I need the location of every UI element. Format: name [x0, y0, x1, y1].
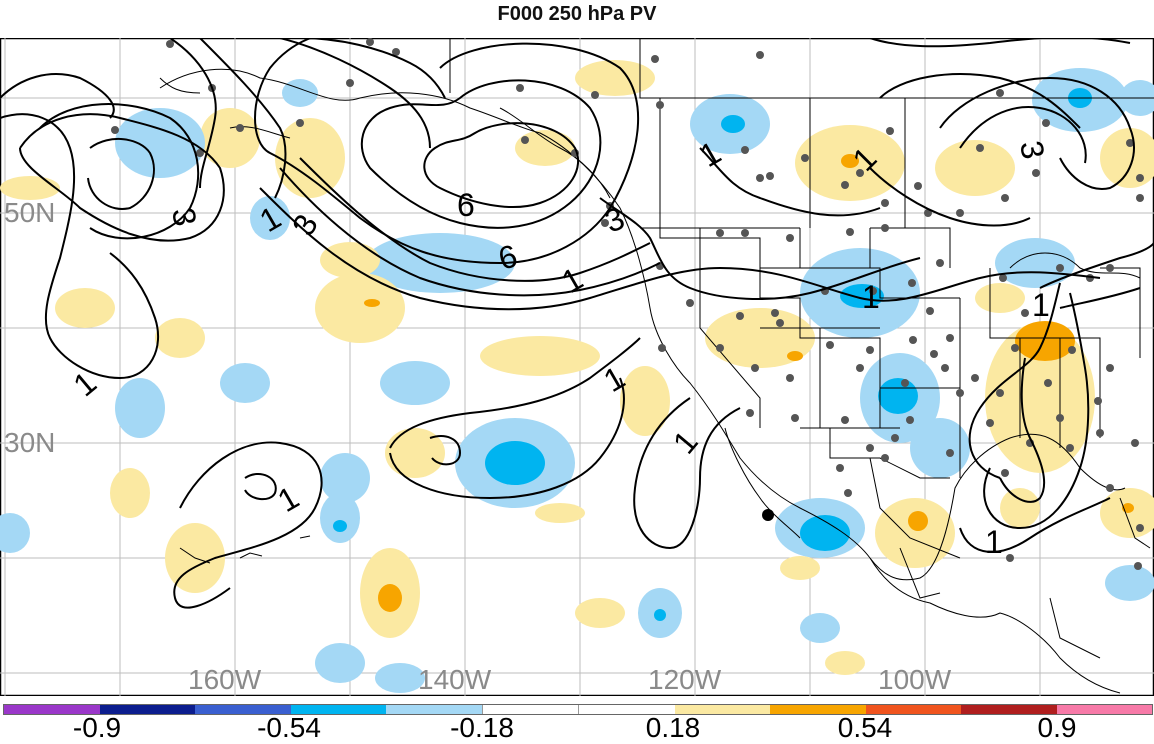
lon-label-160w: 160W	[188, 664, 262, 695]
station-dots	[111, 38, 1144, 570]
colorbar	[3, 704, 1153, 715]
contour-label: 1	[1032, 287, 1050, 323]
colorbar-tick: -0.54	[257, 712, 321, 743]
contour-label: 3	[165, 205, 204, 229]
contour-label: 1	[985, 524, 1003, 560]
lon-label-100w: 100W	[878, 664, 952, 695]
colorbar-swatch	[578, 705, 675, 714]
map-title: F000 250 hPa PV	[497, 3, 657, 25]
contour-label: 3	[1013, 138, 1052, 162]
colorbar-swatch	[770, 705, 866, 714]
pv-contours	[0, 38, 1154, 609]
lon-label-140w: 140W	[418, 664, 492, 695]
pv-anomaly-shading	[0, 60, 1154, 693]
contour-label: 6	[457, 187, 475, 223]
colorbar-swatch	[481, 705, 578, 714]
colorbar-swatch	[674, 705, 770, 714]
colorbar-swatch	[4, 705, 100, 714]
lon-label-120w: 120W	[648, 664, 722, 695]
colorbar-swatch	[865, 705, 961, 714]
colorbar-swatch	[195, 705, 291, 714]
contour-label: 1	[862, 279, 880, 315]
colorbar-tick: -0.18	[450, 712, 514, 743]
colorbar-swatch	[961, 705, 1057, 714]
colorbar-swatch	[290, 705, 386, 714]
colorbar-tick: 0.18	[645, 712, 701, 743]
lat-label-30n: 30N	[4, 427, 56, 458]
colorbar-swatch	[1056, 705, 1152, 714]
colorbar-tick: 0.9	[1037, 712, 1077, 743]
coastlines-and-borders	[159, 38, 1154, 694]
lat-label-50n: 50N	[4, 197, 56, 228]
colorbar-swatch	[386, 705, 482, 714]
colorbar-tick: 0.54	[837, 712, 893, 743]
colorbar-tick: -0.9	[72, 712, 122, 743]
pv-map: 1 3 6 1 3 6 3 1 1 1 1 1 1 1 3 1 1	[0, 38, 1154, 696]
colorbar-swatch	[99, 705, 195, 714]
